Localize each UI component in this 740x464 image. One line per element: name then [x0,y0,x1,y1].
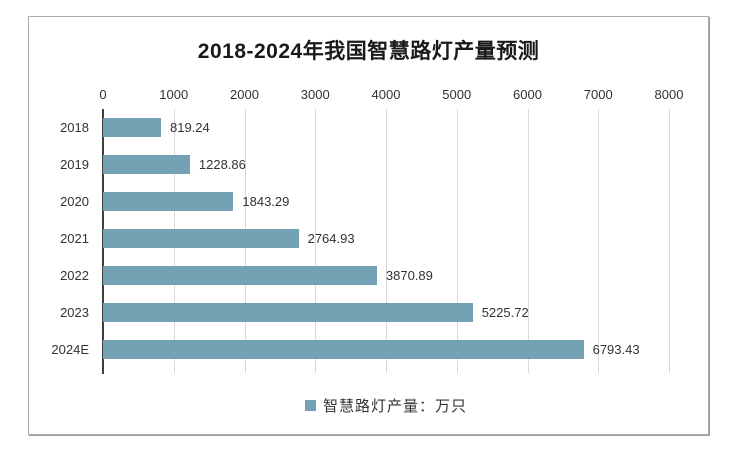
legend-label: 智慧路灯产量：万只 [322,398,467,415]
category-label: 2023 [60,305,89,320]
category-label: 2021 [60,231,89,246]
category-label: 2019 [60,157,89,172]
category-label: 2020 [60,194,89,209]
legend: 智慧路灯产量：万只 [103,395,669,416]
chart-title: 2018-2024年我国智慧路灯产量预测 [197,40,540,63]
value-label: 1228.86 [198,157,246,172]
x-axis-tick-label: 0 [99,87,107,102]
gridline [315,109,317,373]
x-axis-tick-label: 5000 [442,87,472,102]
x-axis-tick-label: 4000 [371,87,401,102]
category-label: 2024E [51,342,89,357]
bar [103,155,190,174]
x-axis-tick-label: 7000 [583,87,613,102]
chart-container: 2018-2024年我国智慧路灯产量预测 智慧路灯产量：万只 0 1000 2000… [28,16,709,435]
gridline [386,109,387,373]
x-axis-tick-label: 8000 [654,87,684,102]
bar [103,118,161,137]
legend-marker-square [304,400,316,411]
value-label: 819.24 [170,120,210,135]
bar [103,340,584,359]
x-axis-tick-label: 6000 [513,87,542,102]
value-label: 6793.43 [592,342,640,357]
bar [103,192,234,211]
gridline [598,109,600,373]
gridline [669,109,670,373]
category-label: 2022 [60,268,89,283]
gridline [456,109,458,373]
value-label: 1843.29 [242,194,290,209]
value-label: 5225.72 [481,305,529,320]
x-axis-tick-label: 3000 [300,87,330,102]
value-label: 2764.93 [307,231,355,246]
category-label: 2018 [60,120,89,135]
x-axis-tick-label: 1000 [159,87,189,102]
value-label: 3870.89 [385,268,433,283]
bar [103,303,473,322]
plot-area: 智慧路灯产量：万只 0 1000 2000 3000 4000 5000 6000 7000 8… [51,87,683,415]
bar [103,266,377,285]
x-axis-tick-label: 2000 [230,87,259,102]
bar [103,229,299,248]
gridline [527,109,529,373]
